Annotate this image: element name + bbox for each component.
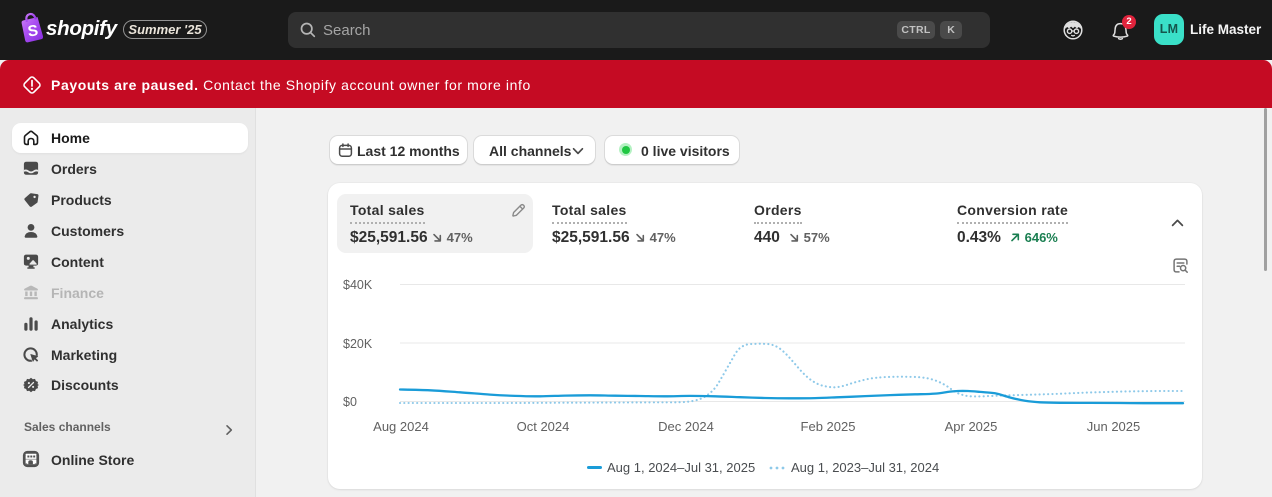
- svg-text:S: S: [27, 22, 39, 40]
